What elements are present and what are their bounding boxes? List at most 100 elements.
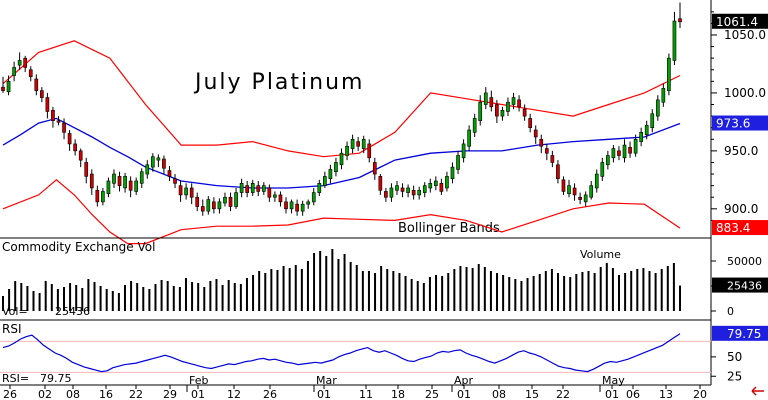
candle-body [256, 185, 261, 192]
candle-body [212, 201, 216, 210]
rsi-tick-label: 25 [727, 369, 742, 383]
x-day-label: 01 [191, 388, 205, 400]
x-month-label: Mar [316, 374, 337, 387]
price-panel: July Platinum Bollinger Bands 1050.0 1000… [1, 0, 768, 245]
last-price-label-box [712, 13, 768, 29]
x-day-label: 08 [492, 388, 506, 400]
candle-body [367, 143, 372, 159]
last-price-label: 1061.4 [716, 15, 758, 29]
candle-body [633, 138, 638, 154]
candle-body [384, 191, 388, 198]
candle-body [84, 162, 89, 177]
candle-body [123, 176, 127, 189]
price-plot-area [1, 2, 682, 245]
candle-body [223, 196, 227, 204]
candle-body [422, 185, 427, 193]
candle-body [594, 173, 599, 189]
candle-body [350, 138, 355, 149]
candle-body [295, 203, 299, 212]
candle-body [323, 176, 327, 186]
candle-body [267, 187, 272, 198]
mid-band-label-box [712, 115, 768, 131]
price-tick-label: 1000.0 [724, 86, 766, 100]
candle-body [528, 118, 532, 128]
x-day-label: 20 [693, 388, 707, 400]
candle-body [345, 145, 349, 156]
lower-bollinger-band [2, 179, 681, 245]
candle-body [600, 162, 605, 177]
candle-body [23, 57, 28, 68]
x-day-label: 06 [626, 388, 640, 400]
price-tick-label: 1050.0 [724, 28, 766, 42]
candle-body [89, 173, 94, 189]
candle-body [273, 194, 277, 198]
candle-body [450, 166, 455, 179]
candle-body [522, 108, 527, 117]
candle-body [250, 183, 255, 193]
scroll-arrow-icon[interactable] [751, 386, 764, 396]
candle-body [62, 122, 66, 133]
rsi-panel-title: RSI [2, 322, 22, 336]
candle-body [589, 185, 594, 198]
x-day-label: 13 [659, 388, 673, 400]
rsi-tick-label: 50 [727, 350, 742, 364]
candle-body [411, 189, 416, 196]
candle-body [434, 180, 438, 186]
x-month-label: May [602, 374, 625, 387]
candle-body [461, 143, 466, 159]
candle-body [217, 201, 222, 210]
candle-body [106, 180, 111, 195]
x-day-label: 11 [359, 388, 373, 400]
candle-body [12, 67, 16, 76]
candle-body [506, 101, 510, 112]
price-chart-title: July Platinum [193, 70, 364, 95]
candle-body [644, 125, 649, 135]
x-day-label: 22 [129, 388, 143, 400]
candle-body [611, 148, 616, 159]
candle-body [139, 171, 144, 184]
volume-value-box [712, 277, 768, 293]
x-month-label: Feb [189, 374, 208, 387]
mid-band-label: 973.6 [716, 117, 750, 131]
candle-body [567, 185, 571, 195]
candle-body [317, 183, 322, 193]
x-day-label: 29 [163, 388, 177, 400]
candle-body [628, 147, 632, 154]
x-day-label: 26 [3, 388, 17, 400]
candle-body [622, 144, 627, 159]
candle-body [483, 92, 488, 105]
candle-body [678, 18, 682, 23]
upper-bollinger-band [2, 40, 681, 158]
candle-body [17, 60, 22, 66]
candle-body [606, 155, 610, 166]
candle-body [517, 99, 521, 108]
candle-body [1, 86, 5, 91]
candle-body [500, 110, 505, 117]
candle-body [445, 176, 449, 189]
candle-body [278, 194, 283, 203]
volume-tick-label: 0 [727, 305, 734, 318]
candle-body [178, 185, 183, 196]
candle-body [428, 183, 433, 189]
candle-body [195, 196, 200, 207]
price-tick-label: 900.0 [724, 202, 758, 216]
candle-body [34, 78, 39, 91]
volume-plot-area [2, 249, 681, 311]
candle-body [544, 148, 549, 154]
candle-body [617, 150, 621, 156]
bollinger-bands-annotation: Bollinger Bands [398, 221, 500, 236]
candle-body [128, 180, 133, 191]
candle-body [45, 97, 50, 112]
candle-body [495, 104, 499, 117]
candle-body [206, 199, 211, 212]
candle-body [78, 150, 83, 161]
candle-body [184, 187, 188, 196]
candle-body [356, 141, 360, 147]
x-day-label: 01 [457, 388, 471, 400]
volume-tick-label: 50000 [727, 255, 762, 268]
candle-body [467, 129, 471, 147]
candle-body [51, 110, 55, 122]
candle-body [167, 170, 172, 177]
candle-body [378, 176, 383, 191]
